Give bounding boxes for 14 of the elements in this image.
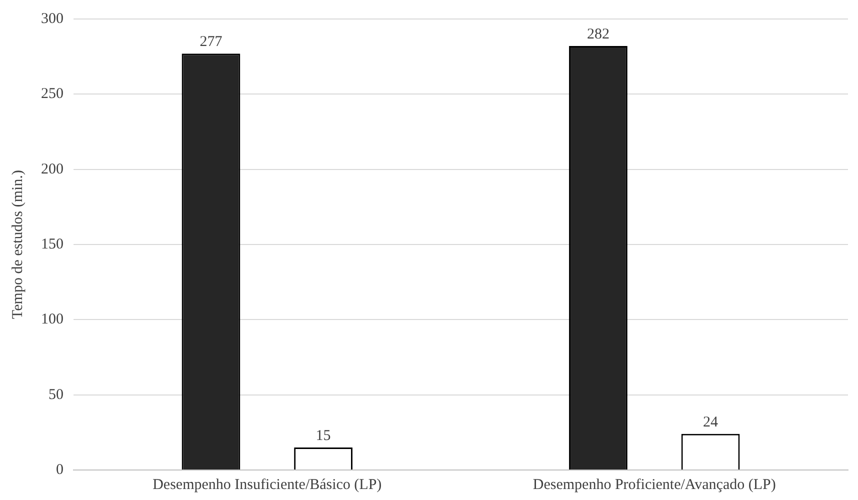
y-tick-label: 200 [41,161,64,178]
data-label: 277 [200,34,223,50]
y-tick-label: 250 [41,86,64,102]
y-tick-label: 300 [41,10,64,27]
x-tick-label: Desempenho Proficiente/Avançado (LP) [532,476,776,493]
y-tick-label: 100 [41,312,64,328]
y-tick-label: 0 [56,462,64,478]
y-tick-label: 50 [48,386,64,403]
data-label: 15 [316,428,331,444]
x-tick-label: Desempenho Insuficiente/Básico (LP) [152,476,382,493]
y-tick-label: 150 [41,236,64,252]
data-label: 24 [703,414,719,430]
data-label: 282 [586,26,610,42]
y-axis-title: Tempo de estudos (min.) [10,170,26,319]
